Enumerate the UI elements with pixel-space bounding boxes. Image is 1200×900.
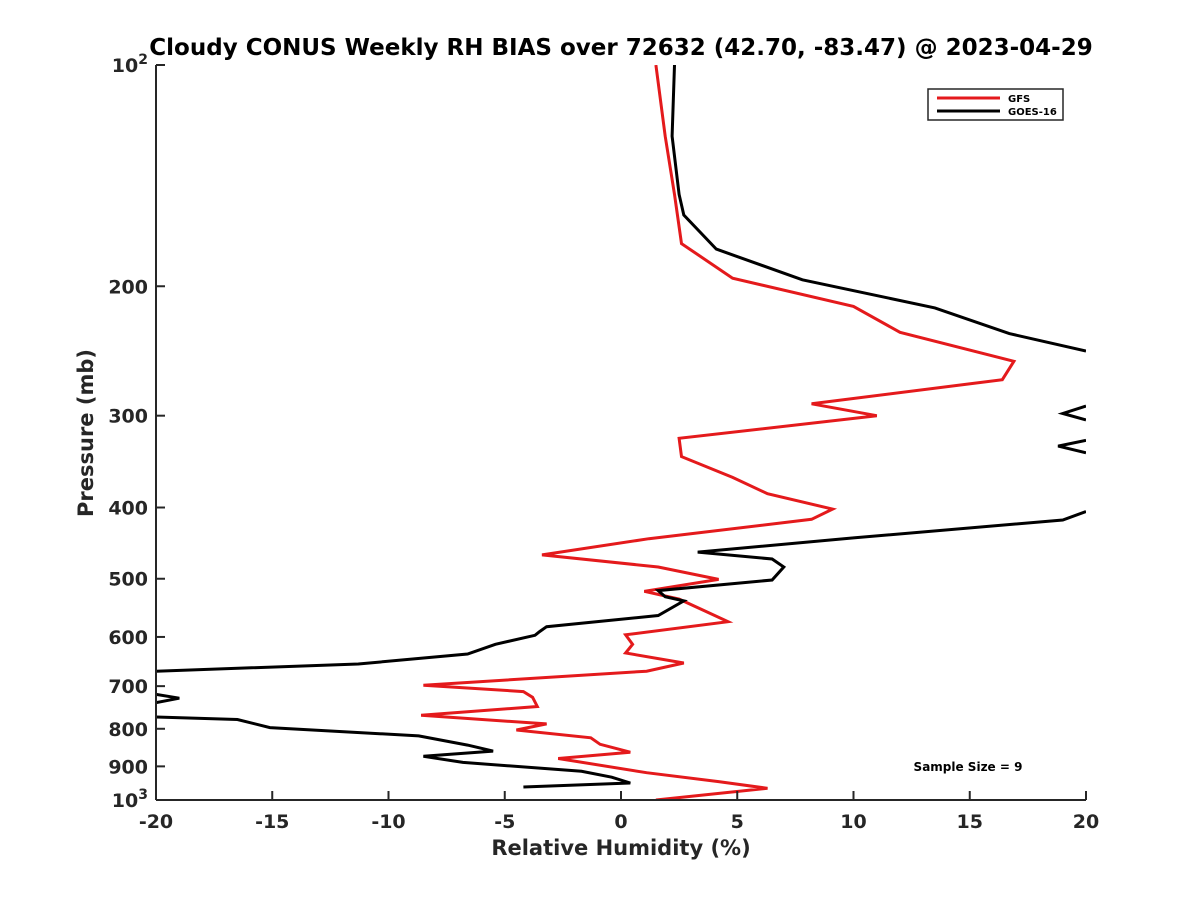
y-tick-label: 103 — [112, 787, 148, 812]
series-line-goes-16-2 — [1057, 438, 1086, 455]
legend-box — [927, 88, 1064, 121]
series-line-gfs-0 — [420, 65, 1017, 800]
series-layer — [156, 65, 1086, 800]
legend: GFS GOES-16 — [927, 88, 1064, 121]
axes: -20 -15 -10 -5 0 5 10 15 20 102 200 300 400 500 600 700… — [108, 52, 1099, 833]
y-tick-label: 400 — [108, 498, 148, 520]
x-axis-label: Relative Humidity (%) — [491, 836, 750, 860]
y-axis-label: Pressure (mb) — [74, 349, 98, 517]
y-tick-label: 102 — [112, 52, 148, 77]
y-tick-label: 700 — [108, 676, 148, 698]
legend-label: GOES-16 — [1008, 107, 1057, 118]
series-line-goes-16-4 — [156, 692, 180, 705]
chart-title: Cloudy CONUS Weekly RH BIAS over 72632 (… — [149, 35, 1092, 61]
series-line-goes-16-0 — [670, 65, 1086, 353]
x-tick-label: -15 — [255, 811, 289, 833]
y-tick-label: 900 — [108, 756, 148, 778]
y-tick-label: 600 — [108, 627, 148, 649]
x-tick-label: -5 — [494, 811, 515, 833]
y-tick-label: 500 — [108, 569, 148, 591]
x-tick-label: 15 — [957, 811, 983, 833]
y-tick-label: 200 — [108, 276, 148, 298]
series-line-goes-16-5 — [156, 715, 631, 789]
series-line-goes-16-1 — [1057, 404, 1086, 422]
x-tick-label: -10 — [371, 811, 405, 833]
series-line-goes-16-3 — [156, 510, 1086, 673]
x-tick-label: 0 — [614, 811, 627, 833]
x-tick-label: 10 — [840, 811, 866, 833]
x-tick-label: -20 — [139, 811, 173, 833]
legend-label: GFS — [1008, 94, 1030, 105]
sample-size-annotation: Sample Size = 9 — [914, 760, 1023, 774]
y-tick-label: 300 — [108, 406, 148, 428]
x-tick-label: 20 — [1073, 811, 1099, 833]
x-tick-label: 5 — [731, 811, 744, 833]
y-tick-label: 800 — [108, 719, 148, 741]
